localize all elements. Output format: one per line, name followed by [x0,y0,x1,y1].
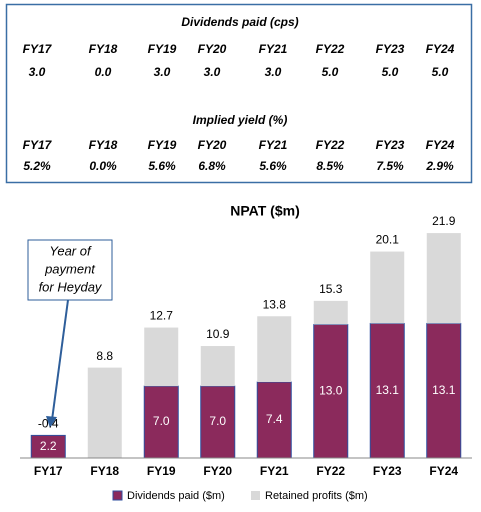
bar-segment [257,316,292,382]
table-value: 0.0% [89,159,117,173]
table-header: FY19 [148,138,177,152]
legend-label: Retained profits ($m) [265,490,368,502]
table-value: 5.2% [23,159,51,173]
table-value: 3.0 [204,65,221,79]
total-label: 15.3 [319,282,343,296]
table-header: FY21 [259,42,288,56]
table-header: FY24 [426,42,455,56]
table-value: 5.0 [322,65,339,79]
x-tick-label: FY20 [203,464,232,478]
x-tick-label: FY19 [147,464,176,478]
annotation-arrow [51,299,69,421]
table-header: FY20 [198,42,227,56]
table-header: FY18 [89,138,118,152]
table-header: FY23 [376,138,405,152]
bar-segment [313,300,348,325]
bar-label: 7.4 [266,412,283,426]
table-value: 5.6% [148,159,176,173]
annotation-text: Year of [49,243,92,258]
table-box [5,3,473,184]
table-value: 3.0 [154,65,171,79]
table-header: FY18 [89,42,118,56]
annotation-box [27,239,113,301]
table-header: FY21 [259,138,288,152]
table-header: FY22 [316,138,345,152]
x-tick-label: FY23 [373,464,402,478]
total-label: 12.7 [150,309,174,323]
bar-segment [256,381,292,459]
table-value: 5.6% [259,159,287,173]
bar-segment [426,322,462,459]
x-tick-label: FY21 [260,464,289,478]
total-label: 10.9 [206,327,230,341]
bar-segment [144,327,179,387]
table-value: 5.0 [382,65,399,79]
x-tick-label: FY17 [34,464,63,478]
table-value: 5.0 [432,65,449,79]
table-header: FY24 [426,138,455,152]
x-tick-label: FY18 [90,464,119,478]
table-value: 0.0 [95,65,112,79]
table-value: 7.5% [376,159,404,173]
legend-swatch [112,490,123,501]
table-value: 2.9% [425,159,454,173]
bar-segment [370,251,405,324]
bar-label: 13.1 [432,383,456,397]
table-header: FY20 [198,138,227,152]
table-header: FY23 [376,42,405,56]
x-tick-label: FY22 [316,464,345,478]
table-header: FY19 [148,42,177,56]
table-value: 6.8% [198,159,226,173]
section-title: Dividends paid (cps) [181,15,298,29]
table-value: 3.0 [29,65,46,79]
bar-label: 7.0 [209,414,226,428]
bar-label: 13.1 [376,383,400,397]
bar-segment [313,323,349,459]
table-value: 8.5% [316,159,344,173]
annotation-text: for Heyday [39,279,103,294]
legend-swatch [251,491,260,500]
bar-segment [426,233,461,324]
arrow-head [46,416,57,428]
annotation-text: payment [44,261,96,276]
total-label: 21.9 [432,214,456,228]
table-header: FY17 [23,42,53,56]
bar-segment [369,322,405,459]
total-label: 20.1 [376,233,400,247]
chart-title: NPAT ($m) [230,203,299,219]
legend-label: Dividends paid ($m) [127,490,225,502]
bar-segment [87,367,122,458]
total-label: 8.8 [96,349,113,363]
bar-label: 7.0 [153,414,170,428]
table-value: 3.0 [265,65,282,79]
table-header: FY22 [316,42,345,56]
total-label: 13.8 [263,297,287,311]
section-title: Implied yield (%) [193,113,288,127]
total-label: -0.4 [38,417,59,431]
bar-label: 2.2 [40,439,57,453]
bar-segment [200,346,235,387]
bar-label: 13.0 [319,383,343,397]
table-header: FY17 [23,138,53,152]
x-tick-label: FY24 [429,464,458,478]
